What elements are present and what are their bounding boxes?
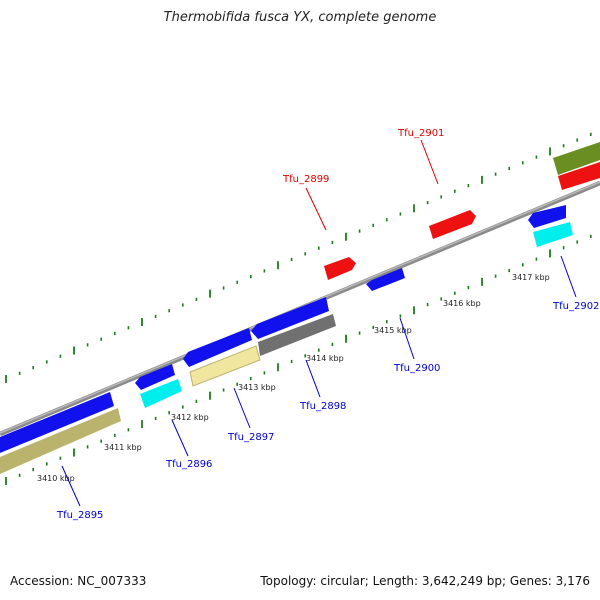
gene-arrow-tfu-2896 <box>135 364 175 390</box>
feature-khaki-tfu-2897 <box>189 345 261 387</box>
gene-arrow-tfu-2900 <box>366 268 405 291</box>
ruler-label: 3412 kbp <box>171 413 209 422</box>
leader-tfu-2900 <box>399 317 415 360</box>
gene-label-tfu-2895: Tfu_2895 <box>56 510 103 521</box>
feature-cyan-tfu-2902 <box>533 222 573 247</box>
gene-arrow-tfu-2899 <box>324 257 356 280</box>
feature-gray-tfu-2898 <box>258 314 336 356</box>
feature-darkkhaki-tfu-2895 <box>0 408 121 474</box>
ruler-label: 3416 kbp <box>443 299 481 308</box>
feature-cyan-tfu-2896 <box>140 379 182 408</box>
leader-tfu-2895 <box>61 465 81 507</box>
gene-label-tfu-2899: Tfu_2899 <box>282 174 329 185</box>
ruler-label: 3417 kbp <box>512 273 550 282</box>
ruler-label: 3411 kbp <box>104 443 142 452</box>
leader-tfu-2898 <box>305 359 321 398</box>
accession-text: Accession: NC_007333 <box>10 574 147 588</box>
ruler-label: 3415 kbp <box>374 326 412 335</box>
leader-tfu-2902 <box>560 255 577 298</box>
inner-tick-row <box>5 234 592 485</box>
gene-label-tfu-2896: Tfu_2896 <box>165 459 212 470</box>
gene-label-tfu-2897: Tfu_2897 <box>227 432 274 443</box>
feature-olive-block <box>553 142 600 175</box>
gene-label-tfu-2900: Tfu_2900 <box>393 363 440 374</box>
feature-track <box>0 142 600 474</box>
ruler-labels: 3410 kbp 3411 kbp 3412 kbp 3413 kbp 3414… <box>37 273 550 483</box>
page-title: Thermobifida fusca YX, complete genome <box>163 10 437 25</box>
leader-tfu-2901 <box>420 139 439 185</box>
gene-arrow-tfu-2895 <box>0 392 114 453</box>
topology-summary: Topology: circular; Length: 3,642,249 bp… <box>260 574 590 588</box>
gene-label-tfu-2901: Tfu_2901 <box>397 128 444 139</box>
ruler-label: 3410 kbp <box>37 474 75 483</box>
ruler-label: 3413 kbp <box>238 383 276 392</box>
gene-label-tfu-2902: Tfu_2902 <box>552 301 599 312</box>
ruler-label: 3414 kbp <box>306 354 344 363</box>
leader-tfu-2899 <box>305 187 327 231</box>
label-leaders <box>61 139 577 507</box>
gene-arrow-tfu-2897 <box>183 328 252 367</box>
gene-labels: Tfu_2895 Tfu_2896 Tfu_2897 Tfu_2898 Tfu_… <box>56 128 599 521</box>
leader-tfu-2896 <box>171 419 189 457</box>
gene-arrow-tfu-2902 <box>528 205 566 228</box>
gene-label-tfu-2898: Tfu_2898 <box>299 401 346 412</box>
feature-red-block-right <box>558 162 600 190</box>
gene-arrow-tfu-2901 <box>429 210 476 239</box>
gene-arrow-tfu-2898 <box>251 297 329 339</box>
leader-tfu-2897 <box>233 387 251 429</box>
outer-tick-row <box>5 132 592 383</box>
